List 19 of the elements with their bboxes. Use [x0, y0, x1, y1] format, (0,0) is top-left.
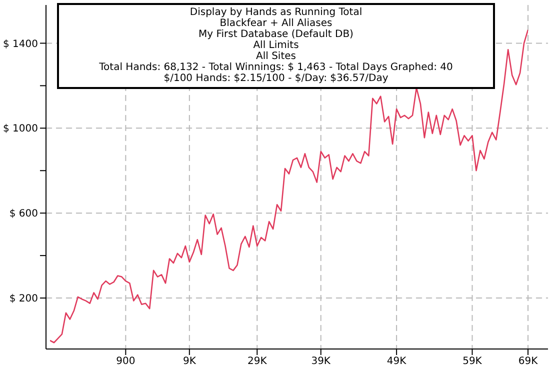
annotation: $/100 Hands: $2.15/100 - $/Day: $36.57/Day [162, 73, 390, 84]
x-tick-label: 900 [116, 356, 136, 368]
x-tick-label: 29K [247, 356, 268, 368]
annotation: Total Hands: 68,132 - Total Winnings: $ 1,463 - Total Days Graphed: 40 [98, 62, 454, 73]
x-tick-label: 39K [311, 356, 331, 368]
y-tick-label: $ 200 [9, 294, 38, 305]
y-tick-label: $ 600 [9, 208, 38, 220]
chart-title: Display by Hands as Running Total [188, 7, 364, 18]
x-tick-label: 59K [462, 356, 482, 368]
annotation: My First Database (Default DB) [198, 29, 354, 40]
y-tick-label: $ 1000 [3, 124, 38, 135]
line-series [50, 29, 528, 344]
x-tick-label: 9K [182, 356, 196, 368]
y-tick-label: $ 1400 [3, 38, 38, 50]
annotation: All Limits [252, 40, 300, 51]
x-tick-label: 49K [386, 356, 407, 368]
annotation: Blackfear + All Aliases [220, 18, 332, 29]
x-tick-label: 69K [518, 356, 538, 368]
annotation: All Sites [255, 51, 297, 62]
